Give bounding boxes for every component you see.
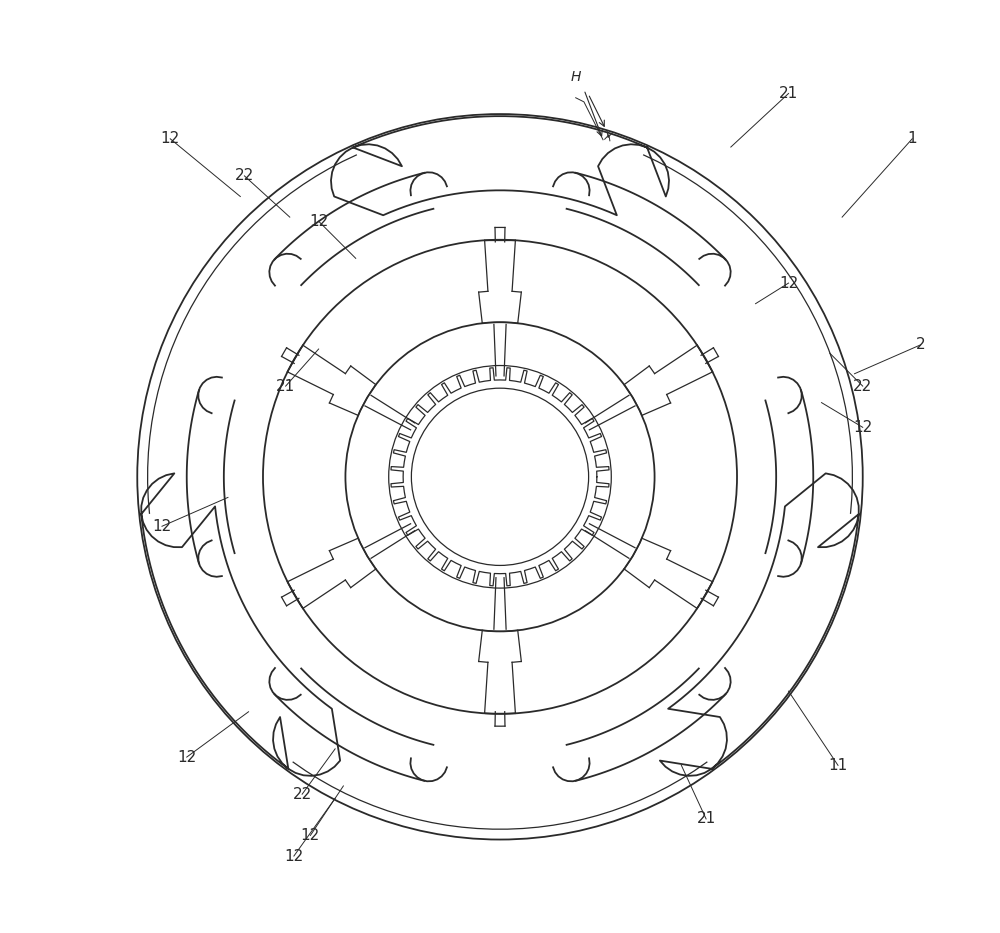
Text: 12: 12: [853, 420, 872, 435]
Text: 22: 22: [235, 168, 254, 184]
Text: 12: 12: [152, 519, 172, 534]
Text: H: H: [571, 70, 581, 84]
Text: 21: 21: [276, 379, 295, 394]
Text: 12: 12: [284, 848, 304, 864]
Text: 1: 1: [907, 132, 917, 146]
Text: 21: 21: [696, 812, 716, 827]
Text: 11: 11: [828, 758, 848, 773]
Text: 22: 22: [853, 379, 872, 394]
Text: 12: 12: [161, 132, 180, 146]
Text: 12: 12: [309, 214, 328, 229]
Text: 12: 12: [779, 275, 798, 290]
Text: 21: 21: [779, 86, 798, 101]
Text: 22: 22: [293, 787, 312, 801]
Text: 12: 12: [301, 828, 320, 842]
Text: 2: 2: [916, 338, 925, 353]
Text: 12: 12: [177, 749, 196, 765]
